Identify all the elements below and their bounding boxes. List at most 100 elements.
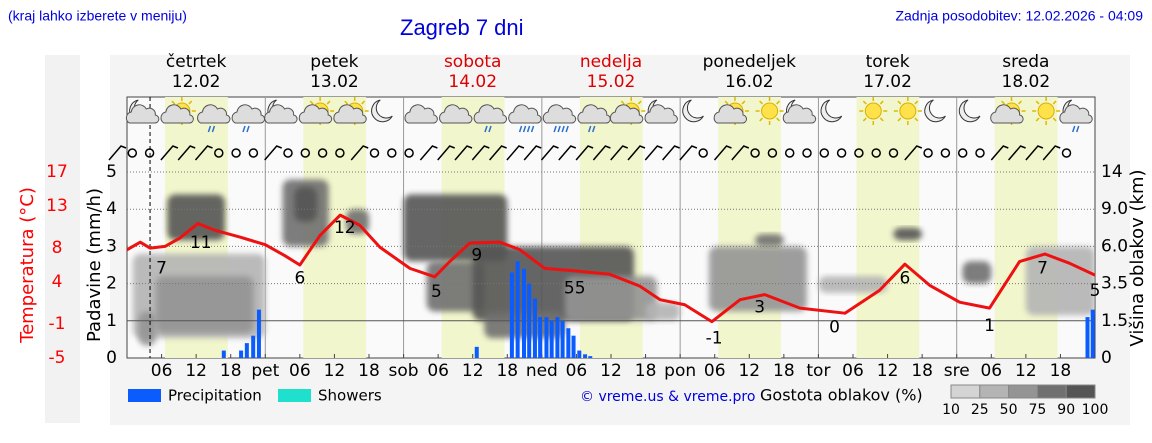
wind-calm — [335, 148, 345, 158]
weather-icon — [990, 96, 1026, 126]
sun-ray — [326, 100, 331, 105]
wind-barb — [1025, 145, 1044, 161]
y2-tick-label: 3.5 — [1101, 274, 1128, 294]
x-tick-label: 06 — [980, 361, 1002, 381]
weather-icon — [609, 96, 646, 126]
day-date: 18.02 — [1002, 72, 1051, 92]
cloud-cell — [403, 194, 508, 262]
wind-calm — [144, 148, 155, 158]
cloud-cell — [426, 261, 485, 312]
rain — [207, 125, 212, 133]
day-date: 17.02 — [863, 72, 912, 92]
weather-icon — [439, 104, 473, 124]
weather-icon — [682, 99, 704, 123]
density-swatch — [979, 384, 1010, 399]
precip-bar — [583, 354, 588, 358]
rain — [518, 125, 523, 133]
wind-barb — [713, 145, 732, 161]
temp-tick-label: -1 — [49, 314, 66, 334]
rain — [565, 125, 569, 133]
x-tick-label: 12 — [600, 361, 622, 381]
cloud — [713, 104, 747, 124]
wind-barb — [644, 145, 663, 161]
temp-annotation: 55 — [564, 279, 586, 299]
sun-ray — [879, 117, 884, 122]
wind-calm — [283, 148, 293, 158]
precip-bar — [251, 335, 256, 358]
sun-ray — [309, 100, 314, 105]
precip-bar — [221, 350, 226, 358]
density-label: 50 — [1000, 402, 1018, 418]
sun-ray — [620, 100, 625, 105]
wind-barb — [264, 145, 282, 161]
wind-barb — [610, 145, 628, 161]
day-date: 12.02 — [172, 72, 221, 92]
wind-calm — [871, 148, 881, 158]
temp-axis-title: Temperatura (°C) — [17, 187, 38, 344]
moon — [958, 99, 981, 123]
weather-icon — [333, 96, 369, 126]
y2-axis-title: Višina oblakov (km) — [1127, 169, 1148, 346]
cloud — [264, 104, 298, 124]
wind-barb — [1042, 145, 1061, 161]
temp-annotation: 1 — [984, 316, 995, 336]
rain — [488, 125, 492, 133]
sun-ray — [1035, 117, 1040, 122]
x-tick-label: ned — [526, 361, 558, 381]
day-name: četrtek — [166, 52, 227, 72]
weather-icon — [542, 104, 577, 133]
density-label: 75 — [1028, 402, 1046, 418]
density-swatch — [1065, 384, 1096, 399]
wind-calm — [923, 148, 933, 158]
legend-swatch — [128, 389, 161, 402]
wind-barb — [194, 145, 213, 161]
temp-tick-label: 8 — [52, 238, 63, 258]
rain — [522, 125, 527, 133]
wind-barb — [540, 145, 559, 161]
weather-icon — [404, 104, 438, 124]
y2-tick-label: 6.0 — [1101, 236, 1128, 256]
density-swatch — [1008, 384, 1038, 399]
cloud-cell — [645, 302, 681, 321]
wind-calm — [300, 148, 311, 158]
cloud-cell — [818, 276, 888, 293]
sun-ray — [1001, 100, 1006, 105]
cloud-cell — [708, 246, 807, 312]
weather-icon — [958, 99, 981, 123]
legend-swatch — [278, 389, 311, 402]
cloud-cell — [755, 234, 784, 247]
weather-icon — [508, 104, 542, 133]
weather-icon — [755, 96, 784, 126]
rain — [211, 125, 216, 133]
day-date: 13.02 — [310, 72, 359, 92]
density-label: 10 — [942, 402, 960, 418]
cloud — [1059, 104, 1093, 124]
rain — [530, 125, 535, 133]
x-tick-label: 06 — [151, 361, 173, 381]
precip-bar — [244, 343, 249, 358]
precip-bar — [538, 317, 543, 358]
x-tick-label: 06 — [704, 361, 726, 381]
weather-icon — [820, 99, 843, 123]
x-tick-label: 06 — [289, 361, 311, 381]
wind-calm — [404, 148, 414, 158]
x-tick-label: sre — [944, 361, 970, 381]
temp-tick-label: 17 — [46, 162, 68, 182]
x-tick-label: 12 — [324, 361, 346, 381]
wind-barb — [990, 145, 1009, 161]
note: (kraj lahko izberete v meniju) — [8, 8, 187, 24]
x-tick-label: tor — [806, 361, 830, 381]
precip-bar — [256, 309, 261, 358]
temp-annotation: 11 — [190, 233, 212, 253]
precip-bar — [544, 317, 549, 358]
x-tick-label: 12 — [877, 361, 899, 381]
x-tick-label: 12 — [1015, 361, 1037, 381]
sun-ray — [1035, 100, 1040, 105]
weather-icon — [859, 96, 888, 126]
legend-label: Showers — [318, 387, 382, 405]
sun-ray — [862, 100, 867, 105]
wind-calm — [767, 148, 778, 158]
x-tick-label: pet — [251, 361, 279, 381]
sun-ray — [879, 100, 884, 105]
